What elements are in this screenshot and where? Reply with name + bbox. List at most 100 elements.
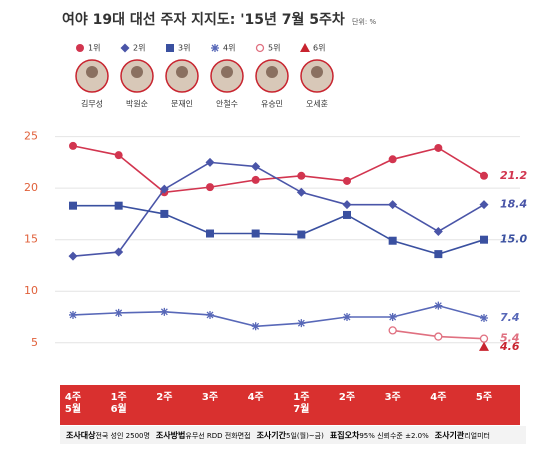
marker — [206, 310, 214, 319]
x-tick-label: 5주 — [475, 392, 493, 403]
marker — [68, 251, 78, 261]
footer-value: 5일(월)~금) — [286, 431, 324, 440]
marker — [388, 236, 397, 245]
value-label: 4.6 — [499, 340, 520, 353]
candidate-name: 안철수 — [216, 99, 238, 109]
marker — [160, 307, 169, 316]
legend-label: 6위 — [313, 44, 325, 53]
legend-label: 1위 — [88, 44, 100, 53]
photo-head — [311, 66, 323, 78]
marker — [433, 226, 443, 236]
marker — [120, 43, 130, 53]
marker — [480, 171, 488, 180]
marker — [297, 171, 306, 180]
footer-item: 조사방법유무선 RDD 전화면접 — [156, 430, 251, 441]
marker — [388, 155, 397, 164]
footer-value: 95% 신뢰수준 ±2.0% — [359, 431, 429, 440]
y-tick-label: 20 — [24, 181, 38, 194]
marker — [480, 235, 488, 244]
x-tick-label: 1주 7월 — [293, 392, 310, 415]
footer-item: 조사대상전국 성인 2500명 — [66, 430, 150, 441]
series-line — [72, 161, 485, 257]
photo-head — [131, 66, 143, 78]
marker — [160, 209, 169, 218]
value-label: 18.4 — [500, 198, 527, 211]
marker — [343, 210, 351, 219]
marker — [69, 141, 77, 150]
footer-label: 표집오차 — [329, 430, 360, 440]
marker — [342, 200, 352, 210]
value-label: 7.4 — [500, 311, 520, 324]
candidate-name: 오세훈 — [306, 99, 328, 109]
marker — [114, 308, 123, 317]
value-label: 5.4 — [500, 332, 520, 345]
photo-head — [176, 66, 188, 78]
footer-label: 조사기간 — [256, 430, 287, 440]
marker — [480, 314, 488, 323]
x-tick-label: 4주 5월 — [64, 392, 82, 415]
x-band — [60, 385, 520, 425]
x-tick-label: 4주 — [430, 392, 447, 403]
marker — [479, 341, 489, 351]
marker — [479, 334, 489, 343]
footer-item: 표집오차95% 신뢰수준 ±2.0% — [330, 430, 429, 441]
marker — [114, 201, 123, 210]
marker — [251, 322, 260, 331]
value-label: 21.2 — [500, 169, 527, 182]
candidate-name: 문재인 — [171, 99, 193, 109]
footer-item: 조사기간5일(월)~금) — [257, 430, 324, 441]
marker — [343, 176, 351, 185]
photo-head — [221, 66, 233, 78]
marker — [251, 229, 260, 238]
y-tick-label: 10 — [24, 284, 38, 297]
chart-title: 여야 19대 대선 주자 지지도: '15년 7월 5주차 — [62, 11, 345, 28]
photo-head — [266, 66, 278, 78]
legend-label: 2위 — [133, 44, 145, 53]
marker — [211, 44, 219, 52]
x-tick-label: 3주 — [384, 392, 401, 403]
y-tick-label: 25 — [24, 130, 38, 143]
marker — [434, 143, 443, 152]
marker — [69, 201, 77, 210]
footer-value: 유무선 RDD 전화면접 — [185, 431, 251, 440]
marker — [255, 43, 265, 53]
series-line — [72, 304, 485, 328]
legend-label: 5위 — [268, 44, 280, 53]
footer-label: 조사방법 — [155, 430, 186, 440]
marker — [434, 332, 443, 341]
x-tick-label: 1주 6월 — [110, 392, 127, 415]
x-tick-label: 2주 — [156, 392, 173, 403]
marker — [300, 43, 310, 52]
marker — [114, 151, 123, 160]
footer: 조사대상전국 성인 2500명 조사방법유무선 RDD 전화면접 조사기간5일(월)… — [60, 426, 526, 444]
marker — [69, 310, 77, 319]
marker — [206, 183, 214, 192]
footer-label: 조사대상 — [66, 430, 96, 440]
legend-label: 3위 — [178, 44, 190, 53]
marker — [434, 250, 443, 259]
x-tick-label: 4주 — [247, 392, 264, 403]
footer-label: 조사기관 — [434, 430, 465, 440]
marker — [388, 326, 397, 335]
marker — [388, 313, 397, 321]
value-label: 15.0 — [500, 233, 527, 246]
marker — [251, 175, 260, 184]
footer-value: 리얼미터 — [464, 431, 490, 440]
candidate-name: 박원순 — [126, 99, 148, 109]
marker — [297, 230, 306, 239]
marker — [343, 313, 351, 321]
candidate-name: 김무성 — [81, 99, 103, 109]
legend-label: 4위 — [223, 44, 235, 53]
footer-item: 조사기관리얼미터 — [435, 430, 490, 441]
y-tick-label: 5 — [31, 336, 38, 349]
x-tick-label: 3주 — [201, 392, 219, 403]
footer-value: 전국 성인 2500명 — [95, 431, 150, 440]
marker — [388, 200, 398, 210]
series-line — [72, 145, 485, 194]
marker — [76, 44, 84, 52]
y-tick-label: 15 — [24, 233, 38, 246]
marker — [159, 184, 169, 194]
marker — [479, 200, 489, 210]
candidate-name: 유승민 — [261, 99, 283, 109]
marker — [205, 157, 215, 167]
